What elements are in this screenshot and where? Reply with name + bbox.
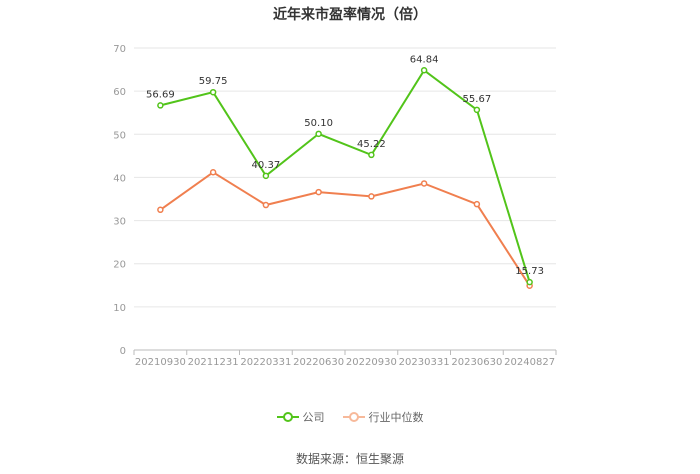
data-label: 56.69 (146, 89, 175, 100)
chart-title: 近年来市盈率情况（倍） (273, 7, 427, 23)
legend-item-industry-median[interactable]: 行业中位数 (342, 409, 424, 425)
data-point-series-0 (157, 102, 164, 109)
legend: 公司 行业中位数 (0, 409, 700, 425)
x-tick-label: 20240827 (504, 357, 555, 368)
x-tick-label: 20230630 (451, 357, 502, 368)
data-label: 40.37 (252, 160, 281, 171)
legend-item-company[interactable]: 公司 (276, 409, 325, 425)
data-label: 15.73 (515, 266, 544, 277)
data-point-series-0 (315, 130, 322, 138)
y-tick-label: 20 (113, 260, 126, 271)
legend-company-label: 公司 (302, 411, 325, 424)
x-tick-label: 20220331 (240, 357, 291, 368)
data-point-series-1 (368, 193, 375, 200)
data-point-series-1 (157, 206, 164, 214)
x-tick-label: 20230331 (399, 357, 450, 368)
x-tick-label: 20211231 (188, 357, 239, 368)
data-point-series-1 (315, 188, 322, 196)
legend-company-marker-icon (276, 412, 299, 422)
legend-industry-label: 行业中位数 (368, 411, 424, 424)
data-point-series-1 (209, 169, 217, 176)
series-line-1 (159, 171, 531, 287)
y-tick-label: 40 (113, 173, 126, 184)
legend-industry-marker-icon (342, 412, 365, 422)
x-tick-label: 20210930 (135, 357, 186, 368)
data-point-series-0 (420, 67, 428, 74)
x-tick-label: 20220930 (346, 357, 397, 368)
data-point-series-0 (262, 172, 270, 180)
data-label: 64.84 (410, 54, 439, 65)
data-label: 55.67 (463, 94, 492, 105)
y-tick-label: 10 (113, 303, 126, 314)
data-point-series-0 (209, 88, 217, 96)
y-tick-label: 30 (113, 217, 126, 228)
data-label: 45.22 (357, 139, 386, 150)
data-point-series-0 (473, 106, 481, 114)
y-tick-label: 70 (113, 44, 126, 55)
data-point-series-0 (368, 151, 375, 159)
x-tick-label: 20220630 (293, 357, 344, 368)
data-point-series-1 (420, 180, 428, 187)
y-tick-label: 50 (113, 130, 126, 141)
y-tick-label: 0 (120, 346, 126, 357)
data-label: 50.10 (304, 118, 333, 129)
data-point-series-0 (526, 278, 533, 286)
series-line-0 (160, 68, 531, 283)
source-note: 数据来源：恒生聚源 (295, 452, 404, 466)
data-label: 59.75 (199, 76, 228, 87)
data-point-series-1 (473, 200, 481, 208)
data-point-series-1 (262, 201, 270, 209)
y-tick-label: 60 (113, 87, 126, 98)
